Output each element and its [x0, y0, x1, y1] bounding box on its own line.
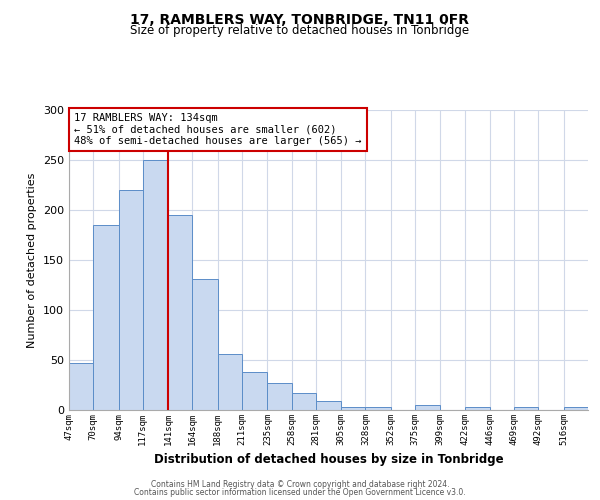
Bar	[341, 407, 365, 410]
Bar	[119, 190, 143, 410]
Text: Contains HM Land Registry data © Crown copyright and database right 2024.: Contains HM Land Registry data © Crown c…	[151, 480, 449, 489]
Bar	[316, 401, 341, 410]
Bar	[415, 405, 440, 410]
Bar	[365, 407, 391, 410]
Bar	[218, 354, 242, 410]
Bar	[514, 407, 538, 410]
Y-axis label: Number of detached properties: Number of detached properties	[28, 172, 37, 348]
Bar	[143, 160, 168, 410]
Text: 17 RAMBLERS WAY: 134sqm
← 51% of detached houses are smaller (602)
48% of semi-d: 17 RAMBLERS WAY: 134sqm ← 51% of detache…	[74, 113, 362, 146]
Text: Contains public sector information licensed under the Open Government Licence v3: Contains public sector information licen…	[134, 488, 466, 497]
Bar	[69, 363, 93, 410]
Bar	[168, 215, 193, 410]
Bar	[292, 393, 316, 410]
Text: Size of property relative to detached houses in Tonbridge: Size of property relative to detached ho…	[130, 24, 470, 37]
Bar	[464, 407, 490, 410]
Bar	[93, 225, 119, 410]
Bar	[268, 383, 292, 410]
Bar	[193, 279, 218, 410]
Bar	[242, 372, 268, 410]
Bar	[564, 407, 588, 410]
Text: 17, RAMBLERS WAY, TONBRIDGE, TN11 0FR: 17, RAMBLERS WAY, TONBRIDGE, TN11 0FR	[131, 12, 470, 26]
X-axis label: Distribution of detached houses by size in Tonbridge: Distribution of detached houses by size …	[154, 454, 503, 466]
